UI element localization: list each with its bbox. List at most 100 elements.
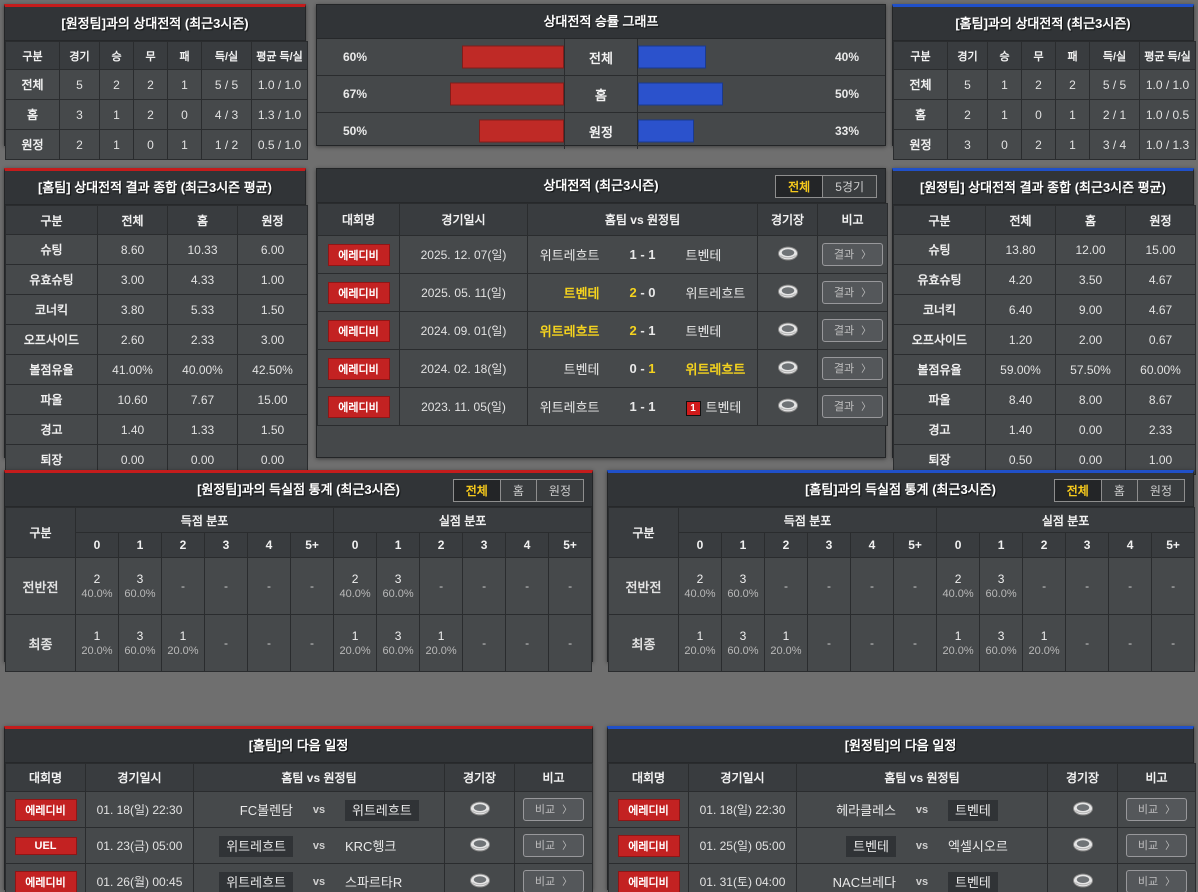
tab-1[interactable]: 홈: [499, 480, 536, 501]
compare-button[interactable]: 비교 〉: [522, 834, 585, 857]
stat-cell: 0: [167, 99, 202, 130]
stat-cell: 2.33: [1125, 414, 1196, 445]
stadium-icon[interactable]: [777, 246, 799, 261]
teams-cell: NAC브레다 vs 트벤테: [796, 863, 1048, 892]
table-row: 퇴장 0.50 0.00 1.00: [893, 444, 1196, 475]
date-cell: 01. 23(금) 05:00: [85, 827, 194, 864]
stadium-icon[interactable]: [777, 360, 799, 375]
league-badge: 에레디비: [327, 357, 390, 380]
stat-cell: 60.00%: [1125, 354, 1196, 385]
data-table: 구분 전체 홈 원정 슈팅 13.80 12.00 15.00 유효슈팅 4.20 3.50 4.67…: [893, 205, 1196, 475]
stat-cell: 8.00: [1055, 384, 1126, 415]
league-badge: 에레디비: [14, 870, 77, 892]
scored-cell: -: [289, 614, 335, 672]
date-cell: 01. 26(월) 00:45: [85, 863, 194, 892]
table-row: 볼점유율 59.00% 57.50% 60.00%: [893, 354, 1196, 385]
chevron-right-icon: 〉: [562, 877, 573, 888]
stadium-cell: [1047, 791, 1118, 828]
tab-1[interactable]: 5경기: [822, 176, 876, 197]
action-cell: 결과 〉: [817, 273, 888, 312]
h2h-match-table: 대회명 경기일시 홈팀 vs 원정팀 경기장 비고 에레디비 2025. 12. 07(일)…: [317, 203, 888, 426]
col-header: 홈팀 vs 원정팀: [796, 763, 1048, 792]
conceded-cell: -: [548, 557, 593, 615]
winrate-category-label: 홈: [595, 87, 607, 103]
stat-cell: 3: [59, 99, 100, 130]
scored-cell: 3 60.0%: [118, 557, 162, 615]
schedule-row: 에레디비 01. 18(일) 22:30 헤라클레스 vs 트벤테 비교 〉: [608, 791, 1196, 828]
count-value: 2: [93, 571, 101, 586]
stadium-cell: [1047, 863, 1118, 892]
schedule-away-panel: [원정팀]의 다음 일정 대회명 경기일시 홈팀 vs 원정팀 경기장 비고 에레디비 01…: [607, 726, 1196, 892]
tab-2[interactable]: 원정: [535, 480, 583, 501]
col-header: 원정: [1125, 205, 1196, 235]
stat-cell: 3.00: [237, 324, 308, 355]
conceded-cell: -: [462, 557, 507, 615]
home-team-name: 위트레흐트: [219, 836, 293, 857]
stadium-icon[interactable]: [1072, 837, 1094, 852]
compare-button[interactable]: 비교 〉: [1125, 798, 1188, 821]
tab-0[interactable]: 전체: [776, 176, 823, 197]
away-team: 스파르타R: [345, 872, 443, 891]
compare-button[interactable]: 비교 〉: [522, 798, 585, 821]
data-table: 구분 전체 홈 원정 슈팅 8.60 10.33 6.00 유효슈팅 3.00 4.33 1.00 코너…: [5, 205, 308, 475]
scored-cell: -: [247, 614, 291, 672]
match-teams: 트벤테 2 - 0 위트레흐트: [529, 283, 756, 302]
count-value: 1: [782, 628, 790, 643]
league-badge: 에레디비: [617, 870, 680, 892]
match-score: 0 - 1: [600, 361, 686, 376]
tab-2[interactable]: 원정: [1136, 480, 1184, 501]
result-button[interactable]: 결과 〉: [821, 319, 884, 342]
stat-cell: 2: [947, 99, 988, 130]
compare-button[interactable]: 비교 〉: [1125, 834, 1188, 857]
stadium-cell: [757, 311, 818, 350]
stadium-icon[interactable]: [469, 837, 491, 852]
stat-cell: 1.3 / 1.0: [251, 99, 308, 130]
table-row: 전체 5 1 2 2 5 / 5 1.0 / 1.0: [893, 69, 1196, 100]
stat-cell: 0: [1021, 99, 1056, 130]
result-button[interactable]: 결과 〉: [821, 395, 884, 418]
stat-cell: 1.0 / 1.0: [1139, 69, 1196, 100]
chevron-right-icon: 〉: [1165, 877, 1176, 888]
scored-cell: 3 60.0%: [721, 557, 765, 615]
result-button[interactable]: 결과 〉: [821, 243, 884, 266]
conceded-cell: 3 60.0%: [376, 614, 421, 672]
action-cell: 비교 〉: [514, 863, 593, 892]
chevron-right-icon: 〉: [861, 364, 872, 375]
tab-0[interactable]: 전체: [1054, 480, 1101, 501]
scored-cell: 3 60.0%: [721, 614, 765, 672]
home-score: 1: [629, 247, 637, 262]
stadium-icon[interactable]: [1072, 873, 1094, 888]
stadium-icon[interactable]: [777, 398, 799, 413]
result-button[interactable]: 결과 〉: [821, 357, 884, 380]
goals-stats-left-panel: [원정팀]과의 득실점 통계 (최근3시즌) 전체 홈 원정 구분 득점 분포 실점 분…: [4, 470, 593, 672]
stadium-icon[interactable]: [777, 284, 799, 299]
away-team: 트벤테: [948, 872, 1046, 892]
tab-1[interactable]: 홈: [1100, 480, 1137, 501]
compare-button[interactable]: 비교 〉: [1125, 870, 1188, 892]
col-header: 홈팀 vs 원정팀: [193, 763, 445, 792]
scored-cell: 2 40.0%: [75, 557, 119, 615]
stadium-icon[interactable]: [469, 801, 491, 816]
compare-button[interactable]: 비교 〉: [522, 870, 585, 892]
away-winrate-zone: 50%: [637, 76, 885, 112]
stadium-icon[interactable]: [777, 322, 799, 337]
away-winrate-label: 50%: [834, 87, 859, 101]
empty-value: -: [913, 579, 918, 593]
stat-cell: 1.00: [237, 264, 308, 295]
count-value: 2: [954, 571, 962, 586]
result-button[interactable]: 결과 〉: [821, 281, 884, 304]
tab-0[interactable]: 전체: [453, 480, 500, 501]
table-row: 오프사이드 1.20 2.00 0.67: [893, 324, 1196, 355]
conceded-cell: 1 20.0%: [419, 614, 464, 672]
col-header: 득/실: [1089, 41, 1140, 70]
stat-cell: 1.0 / 0.5: [1139, 99, 1196, 130]
conceded-cell: -: [1108, 614, 1153, 672]
col-header: 원정: [237, 205, 308, 235]
stadium-icon[interactable]: [1072, 801, 1094, 816]
match-teams: 트벤테 vs 엑셀시오르: [798, 836, 1046, 857]
chevron-right-icon: 〉: [1165, 841, 1176, 852]
stadium-icon[interactable]: [469, 873, 491, 888]
percent-value: 60.0%: [382, 587, 414, 600]
row-label: 파울: [893, 384, 986, 415]
